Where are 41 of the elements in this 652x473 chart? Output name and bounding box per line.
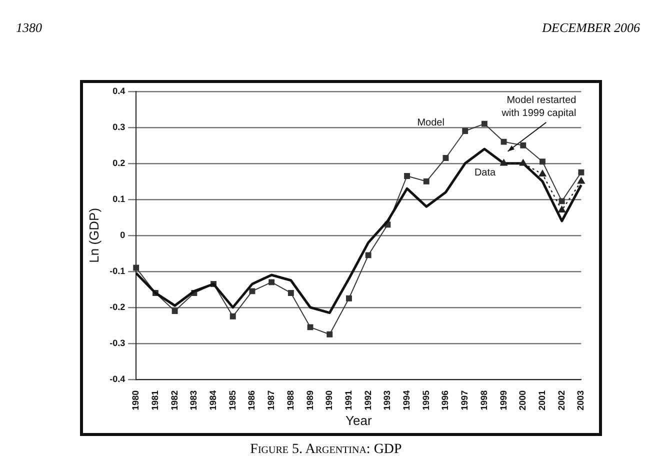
x-tick-label: 1981 (150, 390, 160, 410)
x-tick-label: 2003 (576, 390, 586, 410)
x-tick-label: 1991 (343, 390, 354, 410)
x-tick-label: 1990 (324, 390, 334, 410)
x-tick-label: 1994 (402, 390, 412, 410)
x-tick-label: 1999 (498, 390, 508, 410)
text: 1380 (16, 20, 42, 36)
x-tick-label: 1980 (130, 390, 141, 410)
x-axis-title: Year (346, 412, 372, 428)
y-tick-label: 0.2 (112, 158, 126, 168)
y-tick-label: -0.4 (110, 374, 126, 384)
x-tick-label: 1996 (440, 390, 450, 410)
x-tick-label: 1986 (246, 390, 257, 410)
y-tick-label: 0.4 (112, 86, 126, 96)
x-tick-label: 1992 (362, 390, 373, 410)
y-tick-label: 0.3 (112, 122, 126, 132)
x-tick-label: 2001 (536, 390, 547, 410)
x-tick-label: 1985 (227, 390, 238, 410)
text: Figure 5. Argentina: GDP (249, 442, 403, 458)
x-tick-label: 2002 (556, 390, 566, 410)
series-label: Data (474, 168, 496, 179)
y-tick-label: -0.3 (110, 338, 126, 348)
x-tick-label: 1982 (169, 390, 180, 410)
y-tick-label: 0.1 (112, 194, 126, 204)
series-label: Model (417, 118, 444, 129)
x-tick-label: 1987 (266, 390, 276, 410)
x-tick-label: 2000 (518, 390, 528, 410)
x-tick-label: 1997 (460, 390, 470, 410)
x-tick-label: 1995 (420, 390, 431, 410)
y-tick-label: 0 (120, 230, 126, 240)
y-axis-title: Ln (GDP) (86, 208, 102, 263)
y-tick-label: -0.1 (110, 266, 126, 276)
y-tick-label: -0.2 (110, 302, 126, 312)
text: Model restarted with 1999 capital (500, 95, 576, 120)
x-tick-label: 1993 (382, 390, 392, 410)
x-tick-label: 1983 (188, 390, 199, 410)
x-tick-label: 1988 (285, 390, 296, 410)
x-tick-label: 1989 (304, 390, 315, 410)
text: DECEMBER 2006 (542, 20, 640, 36)
x-tick-label: 1984 (208, 390, 218, 410)
x-tick-label: 1998 (478, 390, 489, 410)
